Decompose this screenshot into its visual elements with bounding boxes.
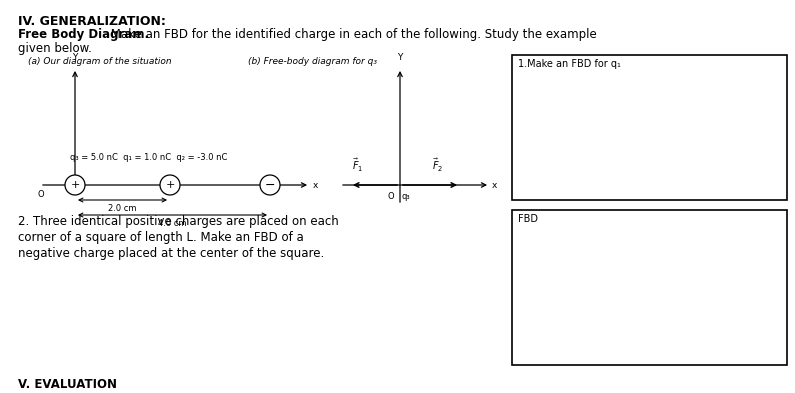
Text: negative charge placed at the center of the square.: negative charge placed at the center of … bbox=[18, 247, 324, 260]
Text: $\vec{F}_1$: $\vec{F}_1$ bbox=[352, 157, 363, 174]
Text: $\vec{F}_2$: $\vec{F}_2$ bbox=[432, 157, 444, 174]
Text: 2. Three identical positive charges are placed on each: 2. Three identical positive charges are … bbox=[18, 215, 339, 228]
Text: FBD: FBD bbox=[518, 214, 538, 224]
Circle shape bbox=[65, 175, 85, 195]
Text: Make an FBD for the identified charge in each of the following. Study the exampl: Make an FBD for the identified charge in… bbox=[107, 28, 597, 41]
Text: −: − bbox=[265, 178, 275, 191]
Text: O: O bbox=[388, 192, 394, 201]
Text: Y: Y bbox=[72, 53, 78, 62]
Text: +: + bbox=[70, 180, 80, 190]
Text: 4.0 cm: 4.0 cm bbox=[158, 219, 187, 228]
Circle shape bbox=[160, 175, 180, 195]
Text: corner of a square of length L. Make an FBD of a: corner of a square of length L. Make an … bbox=[18, 231, 304, 244]
Text: 2.0 cm: 2.0 cm bbox=[108, 204, 137, 213]
Text: q₃: q₃ bbox=[402, 192, 411, 201]
Bar bbox=[512, 210, 787, 365]
Text: Free Body Diagram.: Free Body Diagram. bbox=[18, 28, 149, 41]
Text: (b) Free-body diagram for q₃: (b) Free-body diagram for q₃ bbox=[248, 57, 377, 66]
Text: x: x bbox=[492, 180, 498, 189]
Text: Y: Y bbox=[398, 53, 403, 62]
Text: 1.Make an FBD for q₁: 1.Make an FBD for q₁ bbox=[518, 59, 621, 69]
Text: q₃ = 5.0 nC  q₁ = 1.0 nC  q₂ = -3.0 nC: q₃ = 5.0 nC q₁ = 1.0 nC q₂ = -3.0 nC bbox=[70, 153, 227, 162]
Text: (a) Our diagram of the situation: (a) Our diagram of the situation bbox=[28, 57, 172, 66]
Text: given below.: given below. bbox=[18, 42, 92, 55]
Text: V. EVALUATION: V. EVALUATION bbox=[18, 378, 117, 391]
Circle shape bbox=[260, 175, 280, 195]
Text: IV. GENERALIZATION:: IV. GENERALIZATION: bbox=[18, 15, 166, 28]
Text: x: x bbox=[313, 180, 318, 189]
Text: +: + bbox=[165, 180, 175, 190]
Text: O: O bbox=[38, 190, 45, 199]
Bar bbox=[512, 55, 787, 200]
